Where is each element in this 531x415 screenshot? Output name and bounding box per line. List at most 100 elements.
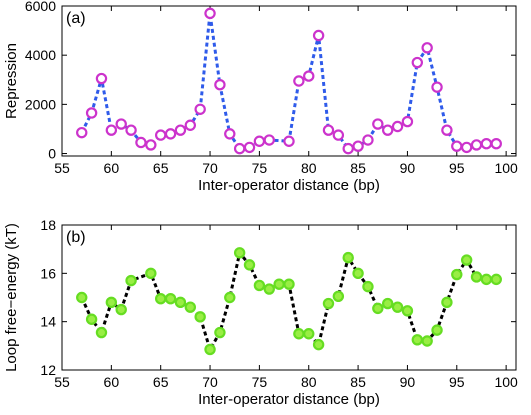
data-point [76,291,88,304]
data-point [145,139,157,151]
data-point [76,126,88,139]
x-tick-label: 80 [301,374,317,390]
data-point [372,118,384,130]
data-point [145,267,157,280]
data-point [283,278,295,290]
y-tick-label: 18 [40,217,56,233]
y-tick-label: 6000 [25,0,56,14]
data-point [303,70,315,82]
data-point [322,297,335,310]
data-point [421,42,433,54]
x-tick-label: 95 [449,160,465,176]
data-point [85,107,98,119]
data-point [125,124,137,136]
data-point [154,129,167,141]
x-tick-label: 70 [202,374,218,390]
y-tick-label: 4000 [25,47,56,63]
data-point [362,134,374,146]
chart-panel-1: 55 60 65 70 75 80 85 90 95 100 0 2000 4000 6000 Inter-… [3,0,518,194]
data-point [243,141,256,154]
data-point [85,313,98,325]
data-point [224,291,236,304]
data-point [421,335,433,347]
data-point [381,297,394,310]
series-line [80,13,497,151]
data-point [322,124,335,136]
y-tick-label: 12 [40,362,56,378]
x-tick-label: 55 [54,160,70,176]
data-point [480,273,493,286]
x-tick-label: 85 [350,374,366,390]
data-point [273,278,285,290]
data-point [253,279,266,292]
data-point [372,302,384,315]
y-tick-label: 14 [40,314,56,330]
data-point [105,124,118,136]
x-tick-label: 75 [252,374,268,390]
data-point [332,290,345,302]
x-tick-label: 85 [350,160,366,176]
data-point [233,247,246,259]
data-point [204,343,216,356]
data-point [95,326,108,339]
data-point [460,254,473,266]
y-tick-label: 2000 [25,96,56,112]
data-point [451,268,463,281]
x-tick-label: 65 [153,374,169,390]
y-tick-label: 16 [40,265,56,281]
data-point [431,81,443,93]
data-point [105,296,118,309]
data-point [303,328,315,340]
y-tick-label: 0 [48,146,56,162]
data-point [293,328,305,340]
x-tick-label: 100 [494,374,518,390]
data-point [470,271,483,283]
data-point [283,135,295,147]
data-point [184,301,197,313]
x-tick-label: 95 [449,374,465,390]
panel-label: (b) [66,229,86,246]
x-tick-label: 70 [202,160,218,176]
data-point [164,128,177,140]
data-point [263,283,275,295]
x-tick-label: 80 [301,160,317,176]
data-point [490,138,502,150]
data-point [362,280,374,293]
panel-label: (a) [66,10,86,27]
chart-panel-2: 55 60 65 70 75 80 85 90 95 100 12 14 16 18 Inter-opera… [3,217,518,408]
data-point [293,75,305,87]
x-axis-label: Inter-operator distance (bp) [198,391,380,408]
data-point [194,311,206,323]
data-point [184,119,197,131]
data-point [95,72,108,85]
data-point [174,296,187,309]
plot-frame [61,224,517,371]
data-point [164,293,177,305]
x-tick-label: 65 [153,160,169,176]
data-point [352,140,364,152]
data-point [391,301,404,313]
data-point [154,293,167,305]
data-point [332,129,345,141]
data-point [411,334,424,346]
data-point [470,139,483,151]
data-point [431,324,443,336]
x-axis-label: Inter-operator distance (bp) [198,177,380,194]
x-tick-label: 90 [400,160,416,176]
data-point [174,124,187,136]
data-point [441,124,453,136]
x-tick-label: 55 [54,374,70,390]
y-axis-label: Loop free−energy (kT) [3,223,20,372]
data-point [243,259,256,271]
x-tick-label: 60 [104,160,120,176]
data-point [214,326,226,339]
data-point [253,135,266,147]
data-point [312,29,325,42]
data-point [214,78,226,91]
data-point [451,140,463,152]
data-point [115,118,127,130]
data-point [125,274,137,287]
x-tick-label: 75 [252,160,268,176]
data-point [115,303,127,316]
